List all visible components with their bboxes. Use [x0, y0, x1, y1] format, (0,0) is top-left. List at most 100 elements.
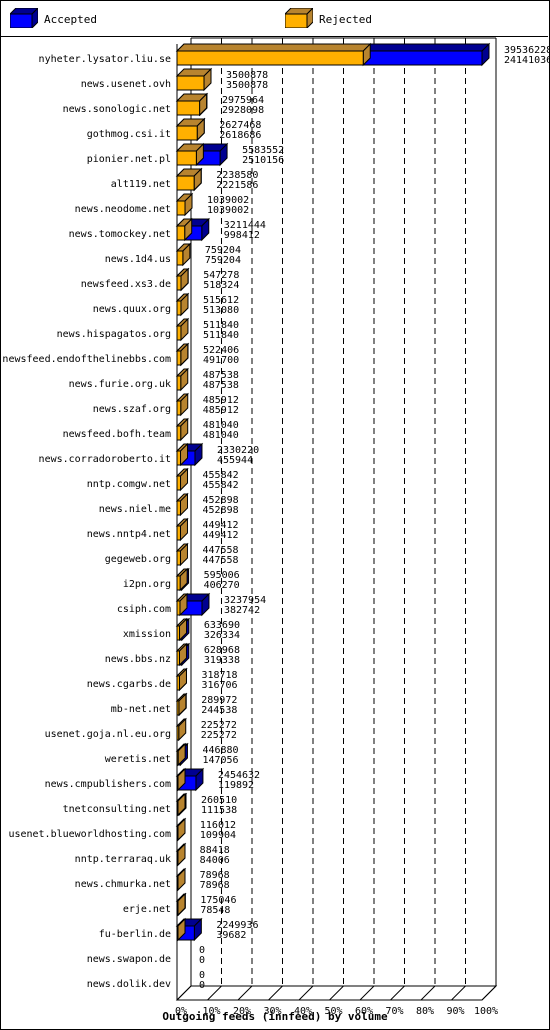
data-label-rejected: 316706 — [201, 680, 237, 691]
data-label-rejected: 3500878 — [226, 80, 268, 91]
data-label-rejected: 511840 — [203, 330, 239, 341]
bar-rejected — [175, 92, 208, 117]
category-label: fu-berlin.de — [99, 929, 171, 940]
category-label: news.nntp4.net — [87, 529, 171, 540]
data-label-accepted: 628968 — [204, 645, 240, 656]
data-label-rejected: 2510156 — [242, 155, 284, 166]
bar-rejected — [175, 167, 203, 192]
data-label-accepted: 3500878 — [226, 70, 268, 81]
x-tick-label: 80% — [416, 1006, 434, 1017]
data-label-accepted: 1039002 — [207, 195, 249, 206]
data-label-rejected: 2618686 — [219, 130, 261, 141]
category-label: news.neodome.net — [75, 204, 171, 215]
tick-mark — [359, 985, 375, 1001]
category-label: news.usenet.ovh — [81, 79, 171, 90]
data-label-accepted: 633690 — [204, 620, 240, 631]
bar-rejected — [175, 842, 187, 867]
data-label-accepted: 485912 — [203, 395, 239, 406]
x-tick-label: 90% — [446, 1006, 464, 1017]
bar-rejected — [175, 692, 188, 717]
bar-rejected — [175, 817, 187, 842]
data-label-accepted: 116012 — [200, 820, 236, 831]
category-label: gothmog.csi.it — [87, 129, 171, 140]
category-label: newsfeed.bofh.team — [63, 429, 171, 440]
data-label-rejected: 481040 — [203, 430, 239, 441]
data-label-rejected: 998412 — [224, 230, 260, 241]
bar-rejected — [175, 592, 189, 617]
data-label-accepted: 2627468 — [219, 120, 261, 131]
bar-rejected — [175, 367, 189, 392]
data-label-rejected: 1039002 — [207, 205, 249, 216]
data-label-rejected: 452898 — [202, 505, 238, 516]
category-label: xmission — [123, 629, 171, 640]
tick-mark — [298, 985, 314, 1001]
x-tick-label: 40% — [294, 1006, 312, 1017]
bar-rejected — [175, 517, 189, 542]
x-tick-label: 10% — [202, 1006, 220, 1017]
category-label: usenet.goja.nl.eu.org — [45, 729, 171, 740]
bar-rejected — [175, 717, 187, 742]
data-label-rejected: 2221586 — [216, 180, 258, 191]
data-label-accepted: 447558 — [202, 545, 238, 556]
category-label: weretis.net — [105, 754, 171, 765]
data-label-accepted: 2454632 — [218, 770, 260, 781]
category-label: news.1d4.us — [105, 254, 171, 265]
bar-rejected — [175, 67, 213, 92]
data-label-rejected: 2928098 — [222, 105, 264, 116]
category-label: news.quux.org — [93, 304, 171, 315]
data-label-rejected: 518324 — [203, 280, 239, 291]
data-label-rejected: 485912 — [203, 405, 239, 416]
data-label-rejected: 487538 — [203, 380, 239, 391]
bar-rejected — [175, 867, 187, 892]
data-label-accepted: 0 — [199, 945, 205, 956]
tick-mark — [237, 985, 253, 1001]
data-label-accepted: 2249936 — [216, 920, 258, 931]
data-label-accepted: 78968 — [200, 870, 230, 881]
data-label-accepted: 289972 — [201, 695, 237, 706]
x-tick-label: 70% — [385, 1006, 403, 1017]
chart-title: Outgoing feeds (innfeed) by volume — [162, 1010, 388, 1023]
data-label-rejected: 513080 — [203, 305, 239, 316]
data-label-accepted: 511840 — [203, 320, 239, 331]
tick-mark — [268, 985, 283, 1001]
bar-rejected — [175, 317, 190, 342]
bar-rejected — [175, 642, 188, 667]
bar-rejected — [175, 292, 190, 317]
data-label-accepted: 2238580 — [216, 170, 258, 181]
data-label-rejected: 225272 — [201, 730, 237, 741]
data-label-accepted: 5583552 — [242, 145, 284, 156]
bar-rejected — [175, 42, 372, 67]
data-label-rejected: 449412 — [202, 530, 238, 541]
bar-rejected — [175, 492, 189, 517]
data-label-rejected: 0 — [199, 955, 205, 966]
bar-rejected — [175, 917, 187, 942]
data-label-rejected: 109904 — [200, 830, 236, 841]
bar-rejected — [175, 542, 189, 567]
data-label-rejected: 491700 — [203, 355, 239, 366]
bar-rejected — [175, 142, 205, 167]
data-label-accepted: 481040 — [203, 420, 239, 431]
data-label-rejected: 78548 — [200, 905, 230, 916]
data-label-accepted: 452898 — [202, 495, 238, 506]
tick-mark — [481, 985, 497, 1001]
x-tick-label: 0% — [175, 1006, 187, 1017]
category-label: gegeweb.org — [105, 554, 171, 565]
bar-rejected — [175, 217, 193, 242]
tick-mark — [329, 985, 344, 1001]
bar-rejected — [175, 417, 189, 442]
category-label: news.swapon.de — [87, 954, 171, 965]
accepted-swatch — [10, 8, 38, 28]
data-label-accepted: 446880 — [202, 745, 238, 756]
x-tick-label: 50% — [324, 1006, 342, 1017]
data-label-accepted: 3211444 — [224, 220, 266, 231]
bar-rejected — [175, 267, 190, 292]
data-label-accepted: 449412 — [202, 520, 238, 531]
category-label: news.furie.org.uk — [69, 379, 171, 390]
bar-rejected — [175, 567, 189, 592]
data-label-accepted: 0 — [199, 970, 205, 981]
data-label-rejected: 447558 — [202, 555, 238, 566]
x-tick-label: 100% — [474, 1006, 498, 1017]
tick-mark — [420, 985, 436, 1001]
category-label: news.chmurka.net — [75, 879, 171, 890]
